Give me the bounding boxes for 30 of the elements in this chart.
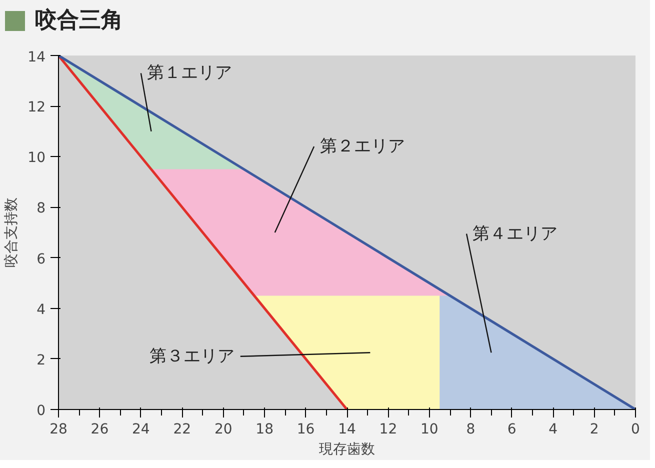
y-tick-label: 2 bbox=[36, 352, 46, 368]
x-tick-label: 2 bbox=[590, 422, 599, 438]
x-tick-label: 18 bbox=[256, 422, 274, 438]
annotation: 第２エリア bbox=[320, 136, 406, 157]
y-tick-label: 12 bbox=[28, 100, 46, 116]
annotation: 第３エリア bbox=[149, 346, 234, 366]
x-tick-label: 8 bbox=[466, 422, 476, 438]
x-tick-label: 16 bbox=[296, 422, 315, 438]
x-tick-label: 20 bbox=[214, 422, 232, 438]
x-tick-label: 0 bbox=[631, 422, 640, 438]
y-axis-title: 咬合支持数 bbox=[4, 198, 20, 268]
chart-title: 咬合三角 bbox=[34, 7, 123, 35]
x-tick-label: 4 bbox=[548, 422, 558, 438]
y-tick-label: 6 bbox=[36, 251, 46, 268]
y-tick-label: 14 bbox=[28, 50, 46, 66]
y-tick-label: 4 bbox=[36, 302, 46, 318]
x-tick-label: 26 bbox=[90, 422, 109, 438]
x-tick-label: 28 bbox=[50, 422, 68, 438]
y-tick-label: 8 bbox=[36, 200, 46, 217]
y-tick-label: 10 bbox=[28, 150, 46, 166]
x-tick-label: 12 bbox=[379, 422, 398, 438]
annotation: 第４エリア bbox=[472, 224, 558, 244]
y-tick-label: 0 bbox=[36, 403, 46, 419]
x-tick-label: 22 bbox=[173, 422, 192, 438]
x-tick-label: 14 bbox=[338, 422, 356, 438]
x-tick-label: 6 bbox=[507, 422, 516, 438]
x-tick-label: 10 bbox=[420, 422, 438, 438]
x-axis-title: 現存歯数 bbox=[319, 442, 375, 458]
x-tick-label: 24 bbox=[132, 422, 150, 438]
annotation: 第１エリア bbox=[146, 63, 232, 84]
